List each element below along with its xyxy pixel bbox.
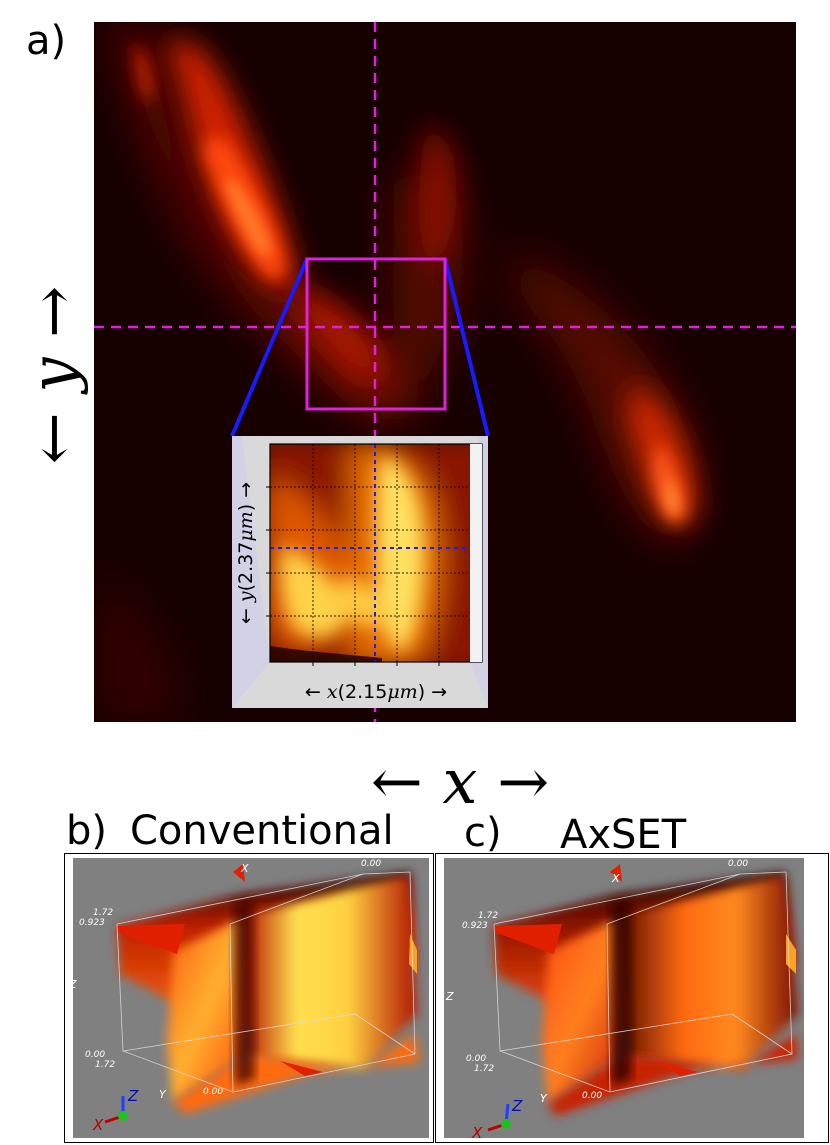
axis-y-label: Y [159,1088,167,1101]
inset-zoom: ← x(2.15μm) → ← y(2.37μm) → [232,436,488,708]
tick-label: 1.72 [478,911,498,921]
axis-y-label: Y [540,1092,548,1105]
volume-render-axset: X 0.00 1.72 0.923 Z 0.00 1.72 Y 0.00 Z X [444,858,804,1142]
tick-label: 0.00 [203,1087,223,1097]
triad-z-label: Z [127,1087,139,1105]
tick-label: 0.923 [79,918,105,928]
tick-label: 0.923 [462,921,488,931]
x-axis-arrow-left: ← [370,745,423,818]
inset-y-label: ← y(2.37μm) → [235,482,257,624]
triad-z-label: Z [511,1097,523,1115]
tick-label: 0.00 [85,1050,105,1060]
tick-label: 1.72 [474,1064,494,1074]
panel-b-label: b) [66,808,107,854]
tick-label: 1.72 [95,1060,115,1070]
y-axis-arrow-left: ← [16,412,90,465]
panel-c-title: AxSET [560,812,687,858]
zoom-connector-left [230,258,309,437]
tick-label: 0.00 [361,859,381,869]
x-axis-arrow-right: → [497,745,550,818]
axis-z-label: Z [445,990,454,1003]
tick-label: 0.00 [466,1054,486,1064]
y-axis-arrow-right: → [16,285,90,338]
panel-b-frame: X 0.00 1.72 0.923 Z 0.00 1.72 Y 0.00 Z X [64,853,434,1143]
panel-c-frame: X 0.00 1.72 0.923 Z 0.00 1.72 Y 0.00 Z X [435,853,829,1143]
x-axis-symbol: x [442,745,478,818]
tick-label: 0.00 [728,859,748,869]
panel-c-label: c) [464,810,502,856]
inset-x-label: ← x(2.15μm) → [305,681,447,703]
orientation-triad: Z X [471,1097,523,1142]
zoom-connector-right [443,258,490,437]
triad-x-label: X [92,1116,104,1134]
tick-label: 0.00 [582,1091,602,1101]
axis-x-label: X [611,872,620,885]
panel-a-label: a) [26,18,67,64]
tick-label: 1.72 [93,908,113,918]
orientation-triad: Z X [92,1087,139,1134]
axis-z-label: Z [68,978,77,991]
axis-x-label: X [240,862,249,875]
y-axis-label: ← y → [8,250,98,500]
triad-x-label: X [471,1124,483,1142]
panel-b-title: Conventional [130,808,394,854]
x-axis-label: ← x → [330,745,590,818]
zoom-box [305,257,447,411]
volume-render-conventional: X 0.00 1.72 0.923 Z 0.00 1.72 Y 0.00 Z X [68,858,429,1138]
y-axis-symbol: y [16,357,90,393]
